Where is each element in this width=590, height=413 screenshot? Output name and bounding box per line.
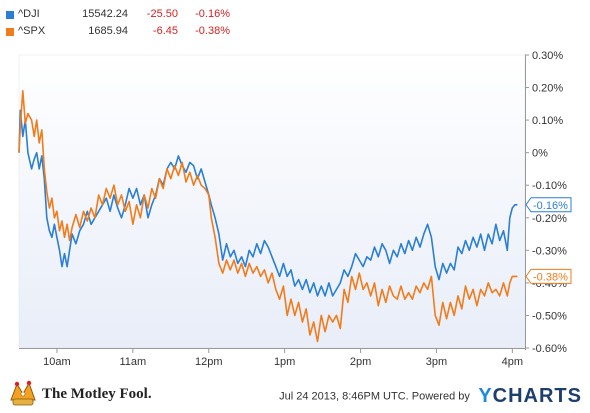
x-tick-label: 12pm — [195, 356, 223, 368]
y-tick-label: -0.50% — [532, 310, 567, 322]
legend-series-value: 1685.94 — [88, 25, 128, 37]
x-tick-label: 3pm — [426, 356, 447, 368]
legend-swatch-spx — [6, 27, 14, 36]
x-tick-label: 11am — [119, 356, 146, 368]
ycharts-logo: YCHARTS — [478, 385, 582, 407]
x-tick-label: 10am — [43, 356, 71, 368]
svg-text:-0.16%: -0.16% — [533, 200, 568, 212]
y-tick-label: -0.30% — [532, 245, 567, 257]
brand-text: The Motley Fool. — [42, 386, 152, 402]
legend-series-name: ^DJI — [18, 8, 40, 20]
legend-swatch-dji — [6, 10, 14, 19]
x-tick-label: 1pm — [274, 356, 295, 368]
legend-series-value: 15542.24 — [82, 8, 128, 20]
legend-item-dji: ^DJI 15542.24 -25.50 -0.16% — [6, 6, 230, 23]
y-tick-label: 0.10% — [532, 115, 563, 127]
jester-hat-icon — [10, 380, 36, 406]
y-tick-label: -0.60% — [532, 343, 567, 355]
legend-series-change: -25.50 — [146, 8, 178, 20]
y-tick-label: 0% — [532, 148, 548, 160]
timestamp-text: Jul 24 2013, 8:46PM UTC. Powered by — [279, 390, 470, 403]
x-tick-label: 4pm — [502, 356, 523, 368]
plot-area — [18, 54, 526, 349]
legend-series-change-pct: -0.38% — [195, 25, 230, 37]
footer-attribution: Jul 24 2013, 8:46PM UTC. Powered by YCHA… — [279, 385, 582, 408]
svg-text:-0.38%: -0.38% — [533, 271, 568, 283]
series-line-spx — [18, 90, 518, 343]
y-tick-label: 0.20% — [532, 83, 563, 95]
end-value-label-dji: -0.16% — [525, 197, 572, 213]
y-tick-label: 0.30% — [532, 50, 563, 62]
y-tick-label: -0.10% — [532, 180, 567, 192]
legend-series-name: ^SPX — [18, 25, 46, 37]
legend-series-change: -6.45 — [152, 25, 178, 37]
legend-series-change-pct: -0.16% — [195, 8, 230, 20]
legend: ^DJI 15542.24 -25.50 -0.16% ^SPX 1685.94 -6.4… — [6, 6, 230, 40]
x-tick-label: 2pm — [350, 356, 371, 368]
end-value-label-spx: -0.38% — [525, 268, 572, 284]
y-tick-label: -0.20% — [532, 213, 567, 225]
series-line-dji — [18, 109, 518, 297]
ycharts-y: Y — [478, 385, 493, 407]
legend-item-spx: ^SPX 1685.94 -6.45 -0.38% — [6, 23, 230, 40]
ycharts-rest: CHARTS — [492, 385, 582, 407]
